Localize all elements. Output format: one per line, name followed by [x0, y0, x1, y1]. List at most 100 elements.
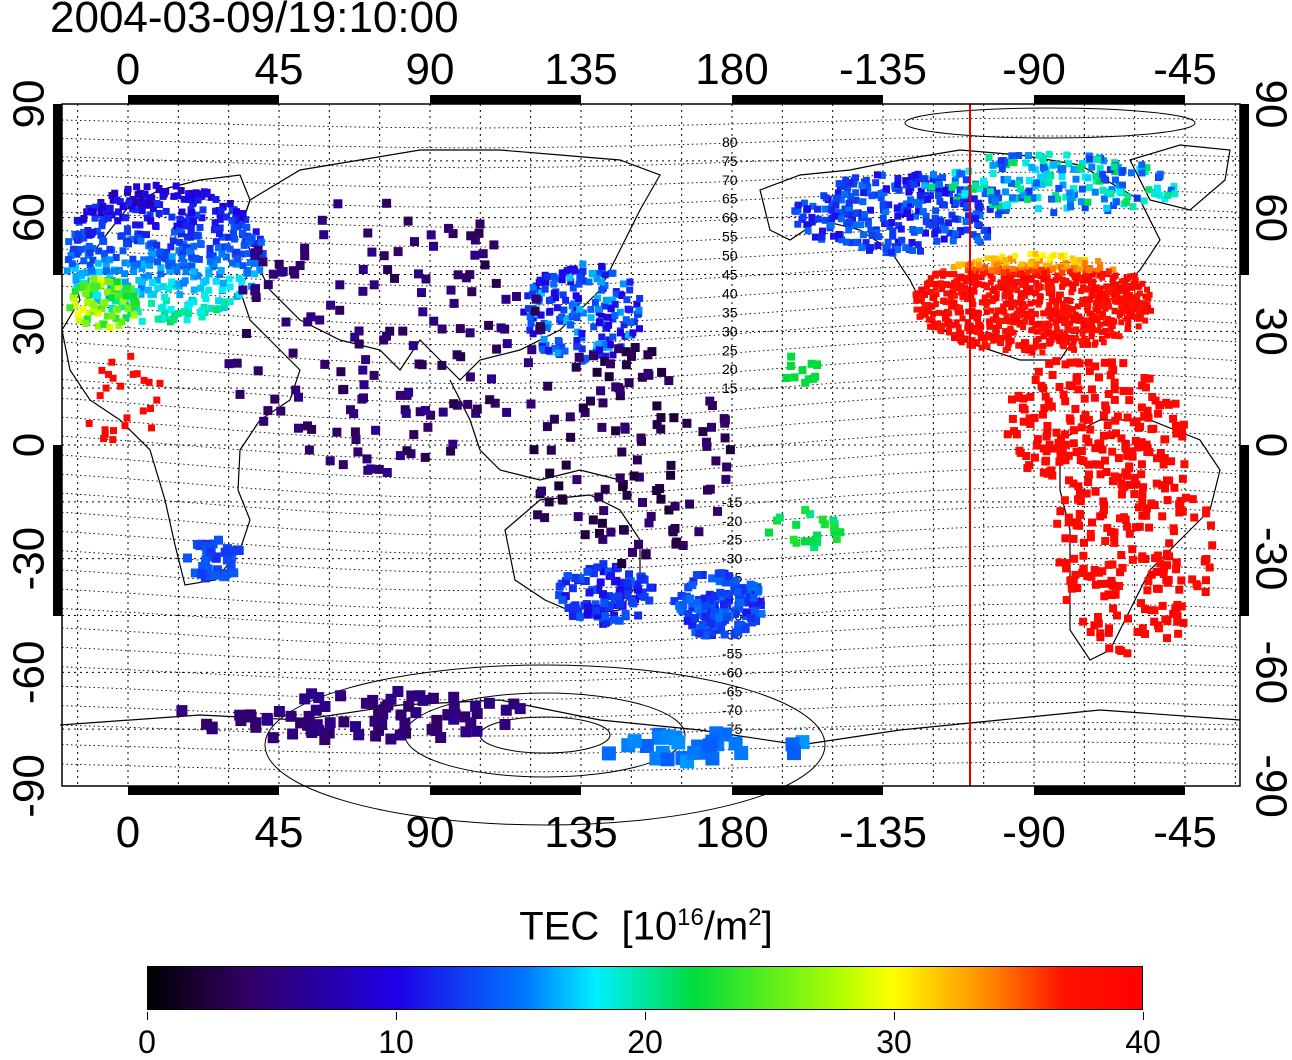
tec-cell [1019, 191, 1027, 199]
contour-line [61, 486, 1239, 517]
tec-cell [1052, 357, 1061, 366]
tec-cell [555, 591, 564, 600]
tec-cell [950, 292, 957, 299]
tec-cell [119, 247, 127, 255]
tec-cell [1027, 276, 1034, 283]
tec-cell [684, 583, 693, 592]
tec-cell [514, 703, 526, 715]
tec-cell [964, 319, 971, 326]
tec-cell [1118, 563, 1127, 572]
tec-cell [629, 599, 638, 608]
tec-cell [226, 298, 234, 306]
tec-cell [1116, 188, 1124, 196]
tec-cell [804, 205, 811, 213]
tec-cell [1128, 555, 1137, 564]
tec-cell [1033, 290, 1040, 297]
bottom-frame-bar [1034, 786, 1185, 795]
tec-cell [268, 269, 278, 279]
tec-cell [646, 511, 656, 521]
tec-cell [652, 401, 662, 411]
tec-cell [617, 447, 627, 457]
tec-cell [103, 312, 111, 320]
tec-cell [1100, 505, 1108, 514]
left-lat-label: -30 [5, 527, 54, 591]
tec-cell [1091, 285, 1098, 292]
tec-cell [782, 374, 791, 382]
tec-cell [948, 322, 954, 329]
tec-cell [193, 231, 201, 239]
tec-cell [974, 201, 982, 209]
tec-cell [82, 269, 90, 277]
tec-cell [1088, 310, 1095, 317]
tec-cell [918, 306, 925, 313]
tec-cell [1033, 328, 1040, 335]
tec-cell [578, 345, 586, 353]
tec-cell [1019, 417, 1028, 426]
tec-cell [1059, 276, 1066, 283]
tec-cell [1104, 287, 1111, 294]
tec-cell [1128, 452, 1137, 461]
tec-cell [1043, 429, 1052, 438]
tec-cell [1069, 426, 1078, 435]
tec-cell [596, 578, 605, 587]
tec-cell [135, 234, 143, 241]
tec-cell [1079, 551, 1088, 560]
tec-cell [414, 690, 426, 702]
tec-cell [1117, 490, 1126, 499]
tec-cell [529, 283, 537, 291]
tec-cell [1064, 339, 1071, 346]
tec-cell [748, 600, 757, 609]
tec-cell [698, 571, 707, 579]
tec-cell [562, 296, 570, 304]
tec-cell [913, 297, 920, 304]
tec-cell [551, 344, 559, 352]
tec-cell [1094, 317, 1101, 324]
tec-cell [618, 480, 628, 489]
tec-cell [1138, 496, 1147, 505]
tec-cell [714, 569, 723, 578]
tec-cell [575, 280, 583, 288]
tec-cell [1077, 164, 1085, 172]
tec-cell [179, 249, 187, 257]
tec-cell [941, 201, 948, 209]
tec-cell [1177, 576, 1186, 585]
tec-cell [635, 306, 643, 314]
tec-cell [832, 201, 840, 209]
contour-label: 30 [722, 323, 738, 339]
top-lon-label: 0 [116, 45, 140, 94]
tec-cell [939, 174, 947, 182]
tec-cell [994, 336, 1001, 343]
tec-cell [148, 424, 155, 432]
tec-cell [365, 697, 377, 709]
tec-cell [190, 298, 198, 306]
tec-cell [906, 180, 914, 188]
tec-cell [955, 324, 962, 331]
colorbar-gradient [147, 966, 1143, 1010]
tec-cell [723, 590, 732, 599]
tec-cell [313, 692, 325, 704]
tec-cell [1112, 429, 1120, 438]
tec-cell [115, 292, 123, 300]
tec-cell [573, 343, 581, 351]
tec-cell [885, 201, 893, 209]
tec-cell [383, 265, 393, 275]
tec-cell [1167, 457, 1176, 466]
tec-cell [751, 617, 760, 626]
tec-cell [166, 267, 174, 275]
tec-cell [720, 600, 728, 609]
tec-cell [1155, 401, 1164, 410]
tec-cell [1119, 287, 1126, 294]
tec-cell [1137, 438, 1146, 447]
tec-cell [335, 305, 345, 315]
tec-cell [121, 270, 129, 278]
tec-cell [1031, 344, 1037, 351]
tec-cell [1079, 185, 1086, 193]
tec-cell [295, 717, 307, 729]
tec-cell [866, 246, 873, 254]
tec-cell [1075, 509, 1084, 518]
tec-cell [188, 253, 196, 261]
tec-cell [193, 211, 201, 219]
tec-cell [897, 225, 905, 233]
tec-cell [162, 297, 170, 305]
tec-cell [975, 185, 983, 193]
